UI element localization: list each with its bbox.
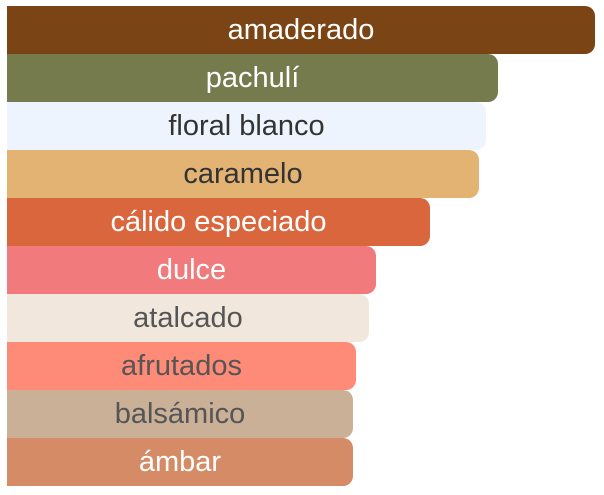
- bar-3: caramelo: [7, 150, 479, 198]
- bar-label-3: caramelo: [183, 157, 303, 190]
- bar-2: floral blanco: [7, 102, 486, 150]
- bar-label-4: cálido especiado: [110, 205, 327, 238]
- bar-8: balsámico: [7, 390, 353, 438]
- bar-1: pachulí: [7, 54, 498, 102]
- bar-label-6: atalcado: [133, 301, 243, 334]
- bar-label-2: floral blanco: [168, 109, 325, 142]
- bar-label-1: pachulí: [205, 61, 300, 94]
- bar-label-5: dulce: [156, 253, 227, 286]
- bar-0: amaderado: [7, 6, 595, 54]
- bar-label-7: afrutados: [121, 349, 242, 382]
- bar-7: afrutados: [7, 342, 356, 390]
- bar-label-0: amaderado: [227, 13, 375, 46]
- bar-6: atalcado: [7, 294, 369, 342]
- bar-label-8: balsámico: [114, 397, 246, 430]
- bar-4: cálido especiado: [7, 198, 430, 246]
- bar-label-9: ámbar: [138, 445, 222, 478]
- bar-9: ámbar: [7, 438, 353, 486]
- bar-5: dulce: [7, 246, 376, 294]
